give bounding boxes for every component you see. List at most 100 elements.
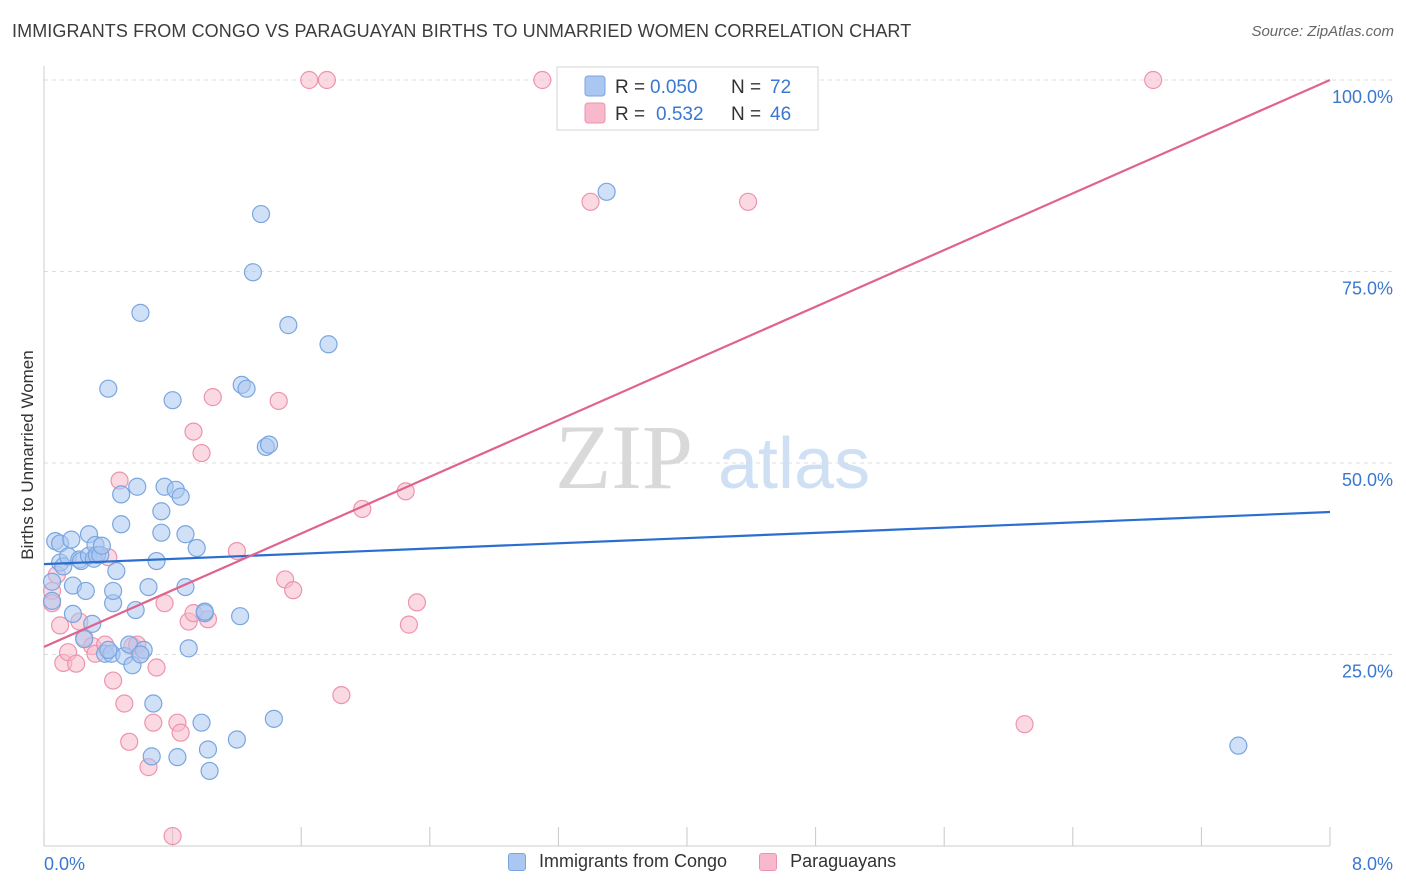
point-congo	[259, 435, 279, 454]
point-congo	[104, 581, 123, 601]
point-congo	[142, 747, 161, 766]
point-paraguayans	[184, 422, 203, 441]
legend-r-label-congo: R =	[615, 77, 645, 98]
point-congo	[237, 379, 256, 398]
point-congo	[176, 525, 195, 544]
stats-legend: R = 0.050 N = 72 R = 0.532 N = 46	[556, 66, 819, 131]
point-congo	[147, 551, 166, 571]
trend-lines	[43, 78, 1331, 648]
legend-r-value-paraguayans: 0.532	[656, 104, 704, 125]
x-tick-label: 8.0%	[1352, 854, 1393, 874]
point-paraguayans	[203, 388, 222, 407]
y-tick-label: 50.0%	[1342, 470, 1393, 490]
point-paraguayans	[67, 654, 86, 673]
point-paraguayans	[104, 671, 123, 690]
axes	[43, 66, 1331, 847]
point-paraguayans	[269, 391, 288, 411]
point-paraguayans	[50, 616, 70, 635]
y-tick-label: 75.0%	[1342, 279, 1393, 299]
point-paraguayans	[171, 723, 190, 742]
data-points	[42, 70, 1248, 846]
point-paraguayans	[407, 593, 427, 612]
point-congo	[1229, 736, 1248, 755]
point-paraguayans	[317, 70, 337, 90]
point-paraguayans	[300, 70, 319, 90]
point-paraguayans	[738, 192, 758, 211]
point-congo	[112, 485, 131, 504]
x-tick-label: 0.0%	[44, 854, 85, 874]
point-congo	[279, 316, 298, 335]
point-congo	[243, 263, 263, 282]
legend-swatch-paraguayans	[759, 852, 778, 871]
point-congo	[128, 477, 147, 496]
source-credit: Source: ZipAtlas.com	[1251, 23, 1394, 40]
point-congo	[139, 577, 158, 597]
legend-n-value-paraguayans: 46	[770, 104, 791, 125]
grid-lines	[44, 79, 1395, 655]
chart-title: IMMIGRANTS FROM CONGO VS PARAGUAYAN BIRT…	[12, 21, 912, 41]
point-congo	[195, 602, 214, 621]
point-paraguayans	[284, 581, 303, 600]
point-congo	[227, 730, 246, 749]
legend-swatch-paraguayans	[584, 102, 606, 124]
series-legend: Immigrants from Congo Paraguayans	[508, 851, 928, 872]
legend-swatch-congo	[508, 852, 526, 871]
point-congo	[63, 604, 83, 624]
y-axis-label: Births to Unmarried Women	[18, 350, 37, 559]
point-congo	[62, 530, 81, 549]
point-congo	[597, 182, 616, 201]
point-congo	[163, 391, 182, 410]
point-congo	[198, 740, 218, 759]
legend-r-label-paraguayans: R =	[615, 104, 645, 125]
point-congo	[168, 748, 187, 767]
point-congo	[131, 303, 150, 322]
trend-line-paraguayans	[43, 78, 1331, 648]
point-congo	[231, 607, 250, 626]
point-congo	[99, 379, 118, 398]
point-congo	[152, 523, 171, 542]
legend-item-paraguayans: Paraguayans	[759, 851, 896, 872]
point-congo	[152, 502, 171, 521]
tick-labels: 25.0% 50.0% 75.0% 100.0% 0.0% 8.0%	[44, 87, 1393, 874]
trend-line-congo	[43, 510, 1331, 566]
point-paraguayans	[163, 826, 182, 846]
legend-r-value-congo: 0.050	[650, 77, 698, 98]
point-paraguayans	[192, 443, 211, 463]
watermark-zip: ZIP	[555, 406, 693, 508]
zipatlas-watermark: ZIP atlas	[555, 406, 870, 508]
point-congo	[42, 572, 62, 591]
legend-label-congo: Immigrants from Congo	[539, 851, 728, 871]
point-paraguayans	[533, 70, 552, 90]
point-congo	[200, 761, 219, 781]
legend-n-value-congo: 72	[770, 77, 791, 98]
y-tick-label: 25.0%	[1342, 662, 1393, 682]
point-congo	[171, 487, 190, 506]
point-congo	[319, 335, 338, 354]
point-paraguayans	[581, 192, 600, 211]
point-congo	[264, 709, 283, 728]
point-paraguayans	[147, 658, 166, 677]
point-congo	[251, 204, 271, 224]
watermark-atlas: atlas	[718, 424, 870, 504]
point-paraguayans	[332, 685, 351, 705]
point-paraguayans	[120, 732, 139, 751]
point-congo	[99, 640, 118, 660]
legend-n-label-congo: N =	[731, 77, 761, 98]
point-congo	[92, 536, 111, 555]
y-tick-label: 100.0%	[1332, 87, 1393, 107]
point-congo	[144, 694, 163, 713]
legend-label-paraguayans: Paraguayans	[790, 851, 897, 871]
point-congo	[107, 561, 126, 581]
point-paraguayans	[1144, 70, 1163, 90]
point-congo	[42, 591, 62, 610]
point-paraguayans	[1015, 715, 1034, 734]
legend-item-congo: Immigrants from Congo	[508, 851, 727, 872]
point-congo	[75, 630, 94, 649]
legend-swatch-congo	[584, 75, 606, 97]
point-congo	[76, 581, 95, 601]
point-paraguayans	[115, 694, 134, 713]
point-congo	[179, 639, 198, 658]
point-congo	[112, 515, 131, 534]
point-paraguayans	[144, 713, 163, 732]
